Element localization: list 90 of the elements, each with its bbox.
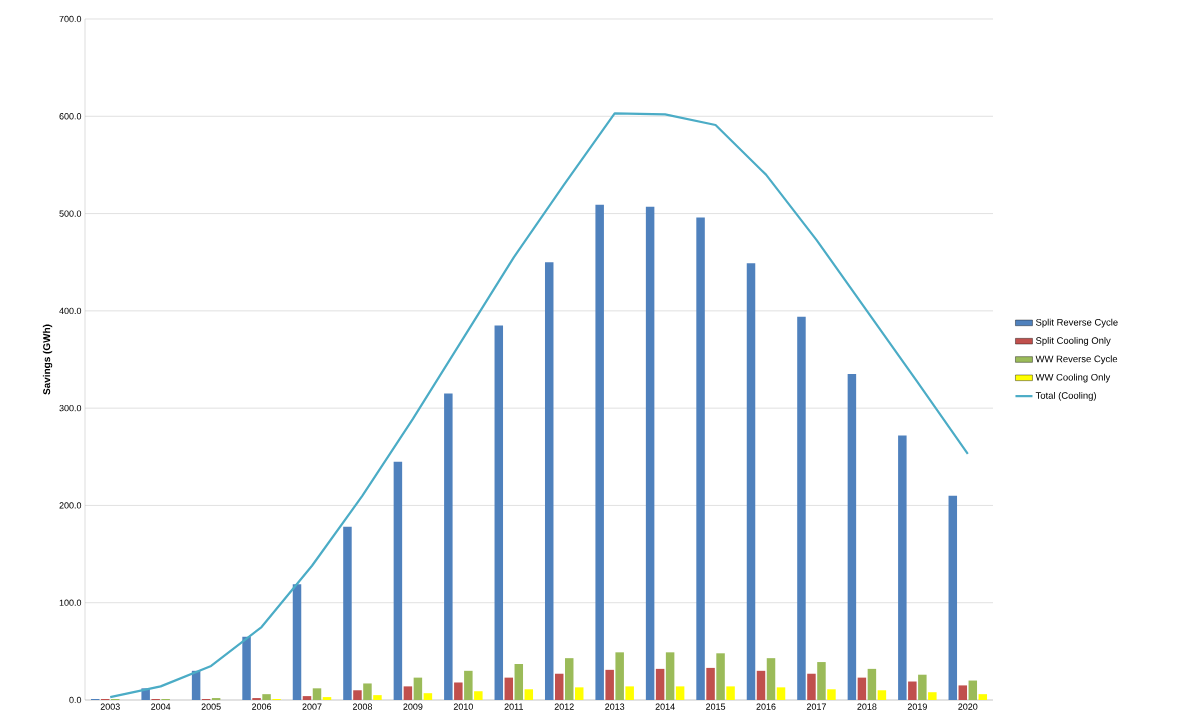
x-tick-label: 2006 [252,703,272,710]
bar [393,461,403,700]
bar [322,697,332,700]
bar [423,693,433,700]
bar [867,668,877,700]
x-tick-label: 2007 [302,703,322,710]
legend-label: Total (Cooling) [1035,391,1096,401]
bar [726,686,735,700]
bar [474,691,483,700]
bar [615,652,624,700]
bar [696,217,705,700]
bar [958,685,968,700]
x-tick-label: 2011 [504,703,523,710]
bar [302,696,312,700]
x-tick-label: 2019 [907,703,927,710]
x-tick-label: 2020 [958,703,978,710]
bar [918,674,927,700]
bar [746,263,756,700]
bar [373,695,382,700]
bar [363,683,372,700]
y-tick-label: 700.0 [59,15,82,23]
bar [655,668,665,700]
bar [504,677,514,700]
bar [675,686,685,700]
bar [413,677,423,700]
bar [877,690,887,700]
x-tick-label: 2008 [352,703,373,710]
bar [574,687,584,700]
bar [857,677,867,700]
bar [898,435,907,700]
x-tick-label: 2013 [605,703,625,710]
bar [817,662,826,700]
x-tick-label: 2017 [806,703,826,710]
bar [766,658,776,700]
x-tick-label: 2009 [403,703,423,710]
bar [827,689,836,700]
bar [948,495,958,700]
bar [665,652,675,700]
bar [564,658,574,700]
bar [494,325,504,700]
y-tick-label: 300.0 [59,404,82,412]
bar [797,316,806,700]
bar [454,682,463,700]
bar [343,526,352,700]
y-tick-label: 400.0 [59,307,82,315]
x-tick-label: 2018 [857,703,877,710]
bar [242,636,251,700]
y-tick-label: 0.0 [69,696,82,704]
bar [908,681,917,700]
bar [595,204,604,700]
bar [514,664,524,700]
bar [776,687,786,700]
legend-label: Split Cooling Only [1035,337,1111,346]
y-tick-label: 600.0 [59,113,82,120]
bar [978,694,988,700]
bar [625,686,634,700]
x-tick-label: 2004 [151,703,171,710]
bar [444,393,453,700]
bar [292,584,302,700]
legend-label: Split Reverse Cycle [1035,318,1118,328]
y-tick-label: 500.0 [59,210,82,217]
legend-label: WW Reverse Cycle [1035,355,1118,365]
bar [464,670,473,700]
x-tick-label: 2014 [655,703,675,710]
x-tick-label: 2015 [706,703,726,710]
bar [544,262,554,700]
y-tick-label: 200.0 [59,502,82,509]
bar [807,673,816,700]
bar [716,653,725,700]
bar [312,688,322,700]
y-tick-label: 100.0 [59,599,82,606]
bar [968,680,978,700]
x-tick-label: 2003 [100,703,120,710]
x-tick-label: 2010 [453,703,473,710]
bar [524,689,534,700]
bar [554,673,564,700]
y-axis-title: Savings (GWh) [42,324,53,395]
bar [706,667,715,700]
bar [403,686,413,700]
bar [756,670,766,700]
bar [847,374,857,700]
x-tick-label: 2016 [756,703,776,710]
bar [645,206,655,700]
bar [928,692,937,700]
x-tick-label: 2005 [201,703,221,710]
bar [605,669,614,700]
bar [353,690,362,700]
x-tick-label: 2012 [554,703,574,710]
bar [262,694,271,700]
legend-label: WW Cooling Only [1035,373,1111,383]
